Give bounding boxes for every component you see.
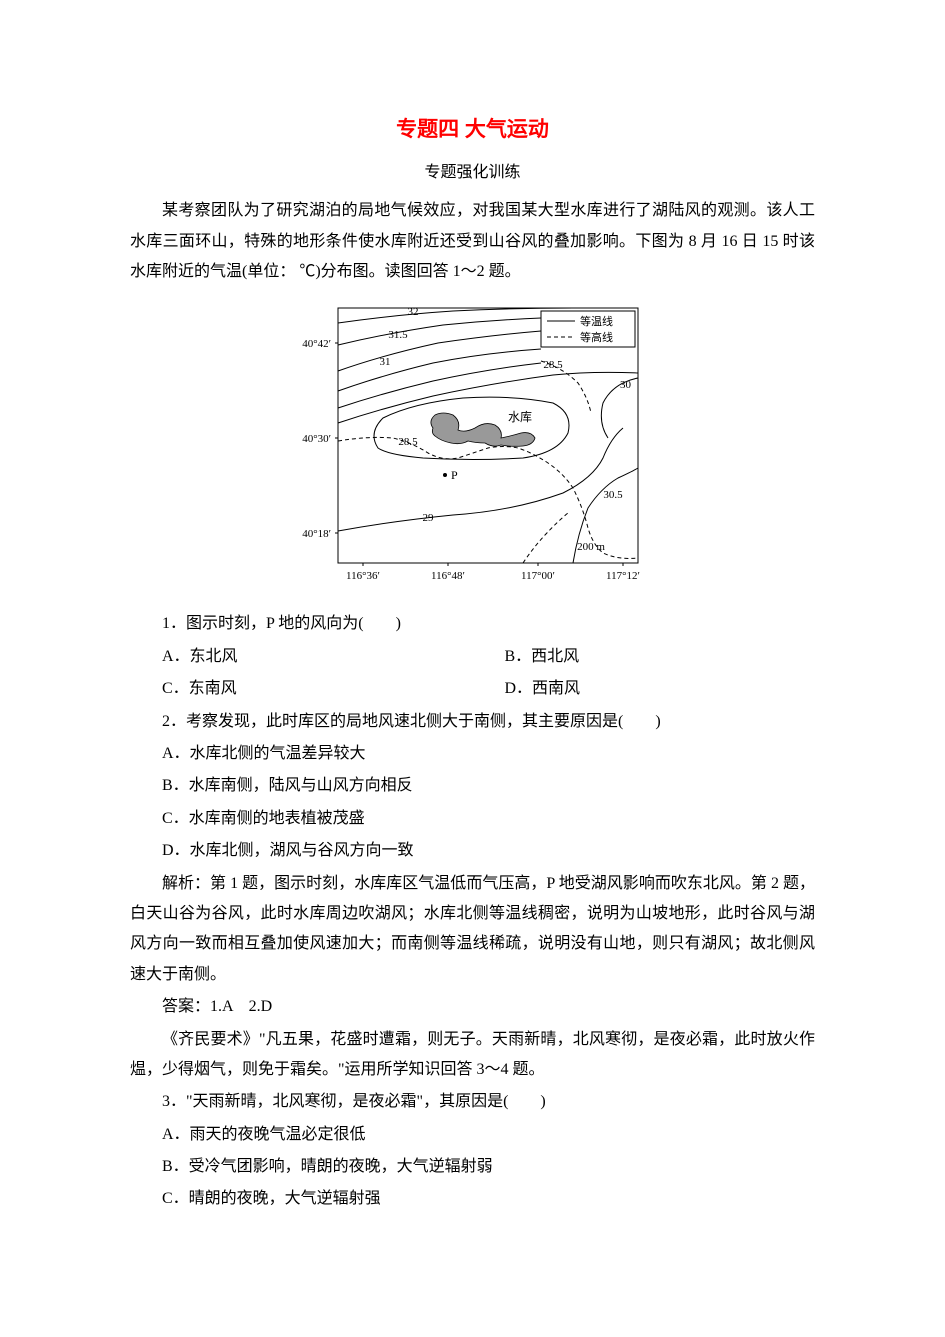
q3-option-a: A．雨天的夜晚气温必定很低 xyxy=(130,1120,815,1150)
answers-text: 答案：1.A 2.D xyxy=(130,992,815,1022)
q2-option-d: D．水库北侧，湖风与谷风方向一致 xyxy=(130,836,815,866)
legend-label-0: 等温线 xyxy=(580,314,613,328)
y-label-1: 40°30′ xyxy=(302,433,331,445)
q2-option-b: B．水库南侧，陆风与山风方向相反 xyxy=(130,771,815,801)
q2-option-a: A．水库北侧的气温差异较大 xyxy=(130,739,815,769)
label-31.5: 31.5 xyxy=(388,329,408,341)
point-p-label: P xyxy=(451,468,458,482)
contour-31 xyxy=(338,331,541,371)
contour-30.5 xyxy=(338,349,541,391)
x-label-1: 116°48′ xyxy=(431,570,465,582)
question-3: 3．"天雨新晴，北风寒彻，是夜必霜"，其原因是( ) xyxy=(130,1087,815,1117)
analysis-text: 解析：第 1 题，图示时刻，水库库区气温低而气压高，P 地受湖风影响而吹东北风。… xyxy=(130,869,815,991)
y-label-2: 40°18′ xyxy=(302,528,331,540)
y-label-0: 40°42′ xyxy=(302,338,331,350)
point-p-marker xyxy=(443,473,447,477)
q3-option-c: C．晴朗的夜晚，大气逆辐射强 xyxy=(130,1184,815,1214)
q1-option-a: A．东北风 xyxy=(130,642,473,672)
elevation-200m-2 xyxy=(523,513,568,563)
legend-label-1: 等高线 xyxy=(580,330,613,344)
contour-28.5 xyxy=(374,398,569,460)
label-31: 31 xyxy=(379,356,390,368)
x-label-2: 117°00′ xyxy=(521,570,555,582)
label-30.5: 30.5 xyxy=(603,489,623,501)
label-32: 32 xyxy=(407,306,418,318)
map-svg: 40°42′ 40°30′ 40°18′ 116°36′ 116°48′ 117… xyxy=(293,293,653,603)
q3-option-b: B．受冷气团影响，晴朗的夜晚，大气逆辐射弱 xyxy=(130,1152,815,1182)
q1-options-row1: A．东北风 B．西北风 xyxy=(130,642,815,672)
contour-31.5 xyxy=(338,318,541,345)
contour-29 xyxy=(338,428,623,531)
contour-map-figure: 40°42′ 40°30′ 40°18′ 116°36′ 116°48′ 117… xyxy=(293,293,653,603)
label-200m: 200 m xyxy=(577,541,605,553)
quote-paragraph: 《齐民要术》"凡五果，花盛时遭霜，则无子。天雨新晴，北风寒彻，是夜必霜，此时放火… xyxy=(130,1025,815,1086)
question-2: 2．考察发现，此时库区的局地风速北侧大于南侧，其主要原因是( ) xyxy=(130,707,815,737)
contour-32 xyxy=(338,308,573,323)
q1-option-c: C．东南风 xyxy=(130,674,473,704)
figure-container: 40°42′ 40°30′ 40°18′ 116°36′ 116°48′ 117… xyxy=(130,293,815,603)
reservoir-label: 水库 xyxy=(508,409,532,424)
q1-options-row2: C．东南风 D．西南风 xyxy=(130,674,815,704)
page-subtitle: 专题强化训练 xyxy=(130,158,815,188)
label-30: 30 xyxy=(620,379,632,391)
q1-option-d: D．西南风 xyxy=(473,674,816,704)
page-title: 专题四 大气运动 xyxy=(130,110,815,150)
label-29: 29 xyxy=(422,512,434,524)
q1-option-b: B．西北风 xyxy=(473,642,816,672)
label-28.5-left: 28.5 xyxy=(398,436,418,448)
q2-option-c: C．水库南侧的地表植被茂盛 xyxy=(130,804,815,834)
question-1: 1．图示时刻，P 地的风向为( ) xyxy=(130,609,815,639)
label-28.5-top: 28.5 xyxy=(543,359,563,371)
x-label-0: 116°36′ xyxy=(346,570,380,582)
intro-paragraph: 某考察团队为了研究湖泊的局地气候效应，对我国某大型水库进行了湖陆风的观测。该人工… xyxy=(130,196,815,287)
x-label-3: 117°12′ xyxy=(606,570,640,582)
